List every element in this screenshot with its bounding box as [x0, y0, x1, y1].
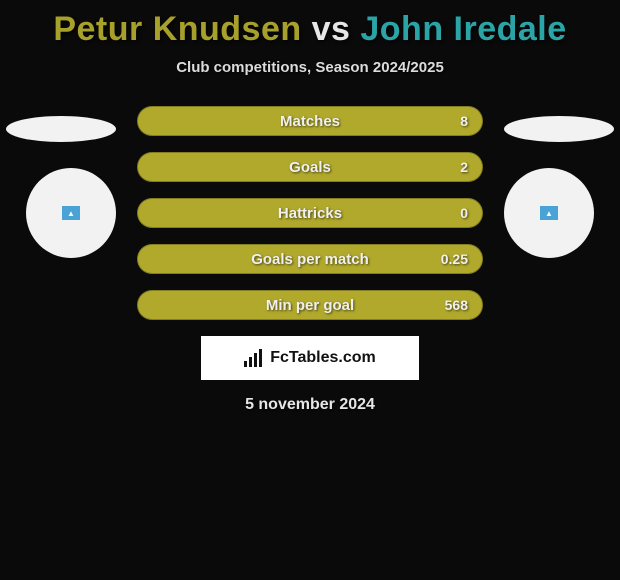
brand-badge: FcTables.com	[201, 336, 419, 380]
stat-label: Matches	[280, 113, 340, 130]
subtitle: Club competitions, Season 2024/2025	[0, 59, 620, 76]
stat-bars: Matches 8 Goals 2 Hattricks 0 Goals per …	[137, 106, 483, 320]
stat-label: Goals	[289, 159, 331, 176]
stat-value: 2	[460, 159, 468, 175]
comparison-stage: ▲ ▲ Matches 8 Goals 2 Hattricks 0 Goals …	[0, 106, 620, 414]
placeholder-image-icon: ▲	[62, 206, 80, 220]
player2-avatar-circle: ▲	[504, 168, 594, 258]
player1-avatar-circle: ▲	[26, 168, 116, 258]
stat-label: Hattricks	[278, 205, 342, 222]
left-ellipse-decoration	[6, 116, 116, 142]
stat-bar-matches: Matches 8	[137, 106, 483, 136]
player1-name: Petur Knudsen	[53, 10, 301, 48]
player2-name: John Iredale	[360, 10, 566, 48]
stat-value: 8	[460, 113, 468, 129]
stat-bar-goals-per-match: Goals per match 0.25	[137, 244, 483, 274]
stat-value: 0.25	[441, 251, 468, 267]
stat-label: Min per goal	[266, 297, 354, 314]
right-ellipse-decoration	[504, 116, 614, 142]
brand-text: FcTables.com	[270, 349, 376, 367]
stat-bar-min-per-goal: Min per goal 568	[137, 290, 483, 320]
placeholder-image-icon: ▲	[540, 206, 558, 220]
stat-bar-goals: Goals 2	[137, 152, 483, 182]
page-title: Petur Knudsen vs John Iredale	[0, 0, 620, 49]
stat-value: 568	[445, 297, 468, 313]
barchart-icon	[244, 349, 264, 367]
stat-label: Goals per match	[251, 251, 369, 268]
stat-bar-hattricks: Hattricks 0	[137, 198, 483, 228]
stat-value: 0	[460, 205, 468, 221]
date-text: 5 november 2024	[0, 396, 620, 414]
title-vs: vs	[312, 10, 361, 48]
